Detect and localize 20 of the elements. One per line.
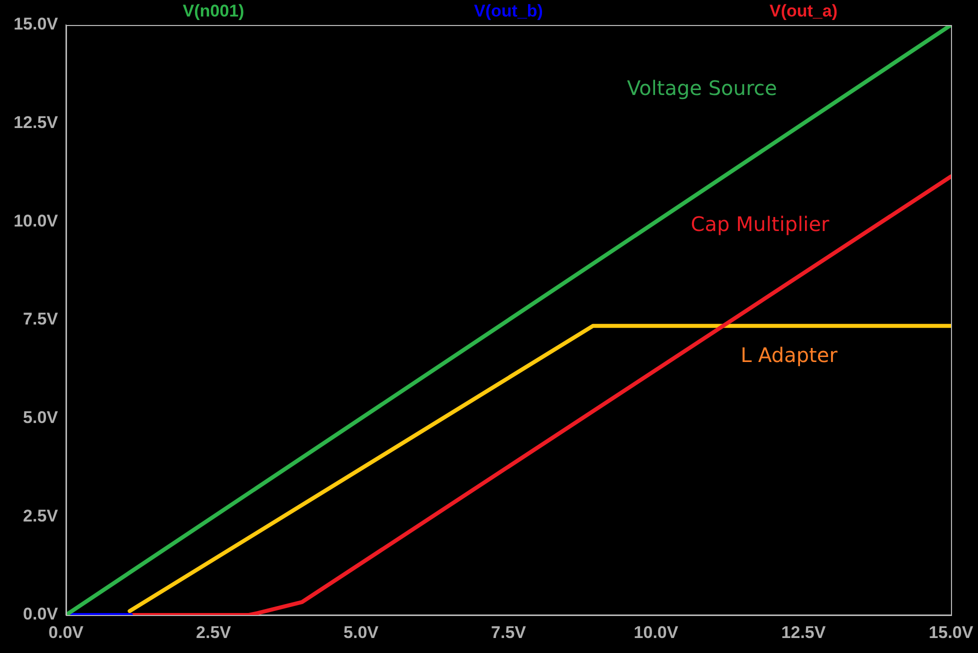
annotation: Voltage Source xyxy=(626,76,778,100)
y-tick-label: 12.5V xyxy=(14,113,59,132)
x-tick-label: 12.5V xyxy=(781,622,826,642)
y-tick-label: 5.0V xyxy=(23,408,59,428)
y-tick-label: 0.0V xyxy=(23,604,59,624)
y-tick-label: 7.5V xyxy=(23,310,59,329)
x-tick-label: 0.0V xyxy=(48,622,84,642)
y-tick-label: 15.0V xyxy=(14,14,59,34)
x-tick-label: 15.0V xyxy=(928,622,974,642)
annotation: Cap Multiplier xyxy=(690,212,830,236)
text: V(out_b) xyxy=(474,2,543,21)
text: V(n001) xyxy=(182,2,244,21)
y-tick-label: 2.5V xyxy=(23,506,59,526)
x-tick-label: 2.5V xyxy=(196,622,232,642)
x-tick-label: 7.5V xyxy=(491,622,527,642)
y-tick-label: 10.0V xyxy=(14,211,59,230)
x-tick-label: 10.0V xyxy=(634,622,679,642)
x-tick-label: 5.0V xyxy=(344,622,380,642)
text: V(out_a) xyxy=(770,2,838,21)
annotation: L Adapter xyxy=(740,343,838,368)
